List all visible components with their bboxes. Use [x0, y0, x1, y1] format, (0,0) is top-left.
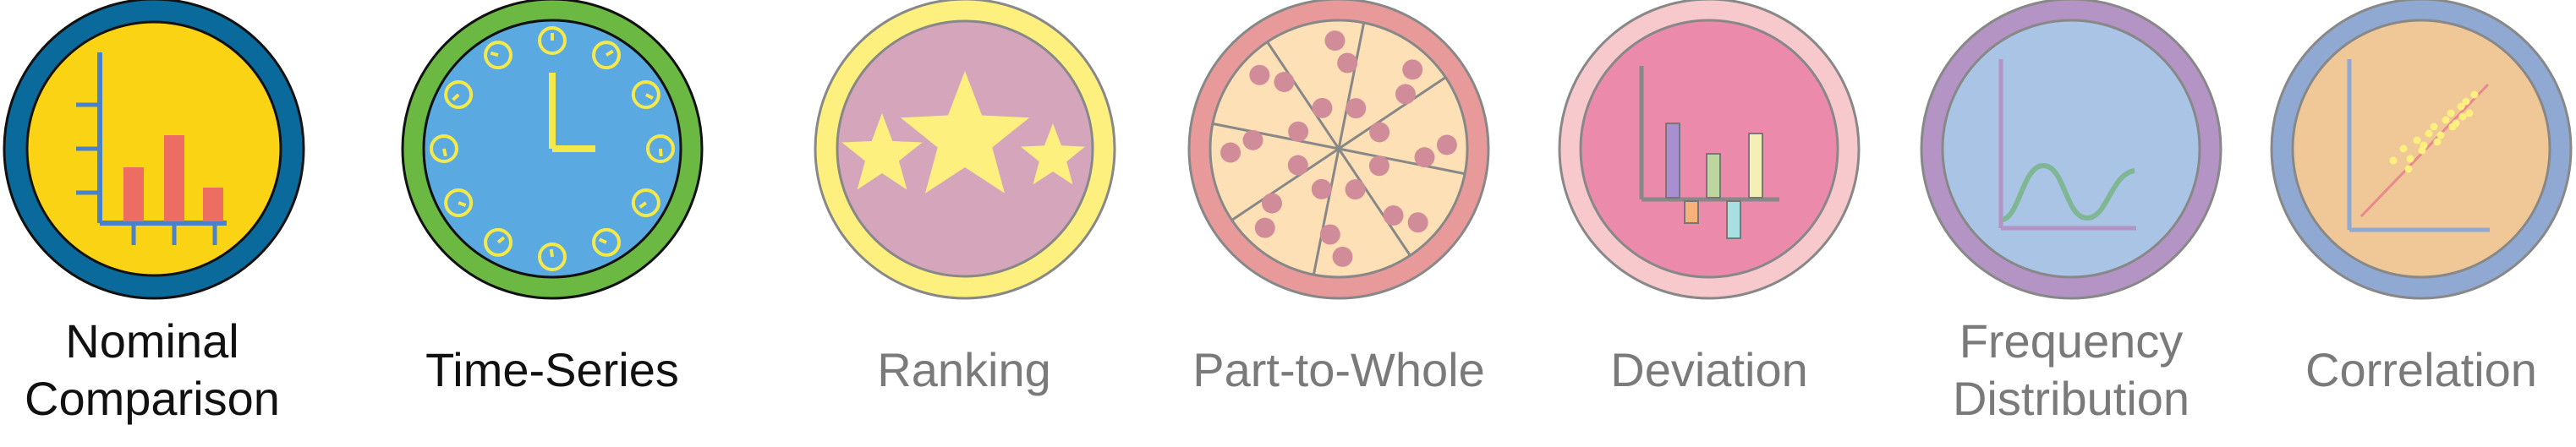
clock-mark-hand — [639, 201, 648, 209]
clock-mark — [631, 188, 660, 217]
scatter-dot — [2433, 138, 2442, 146]
pizza-topping — [1368, 155, 1389, 177]
scatter-dot — [2470, 90, 2479, 99]
nominal-comparison-badge — [0, 0, 313, 313]
pizza-topping — [1436, 134, 1457, 155]
clock-mark-hand — [659, 148, 663, 157]
pizza-topping — [1311, 178, 1332, 199]
scatter-plot-icon — [2270, 0, 2573, 300]
clock-mark — [631, 80, 660, 109]
bar-chart-icon — [3, 0, 305, 300]
pizza-topping — [1414, 147, 1435, 168]
scatter-dot — [2399, 144, 2408, 153]
pizza-topping — [1337, 52, 1358, 74]
clock-mark-hand — [452, 93, 460, 101]
pizza-slice-line — [1337, 22, 1366, 150]
label-ranking: Ranking — [877, 343, 1051, 396]
clock-mark — [646, 134, 675, 163]
clock-mark-hand — [458, 201, 467, 207]
distribution-curve-icon — [1920, 0, 2222, 300]
scatter-dot — [2404, 165, 2413, 173]
pizza-topping — [1332, 246, 1353, 267]
ranking-badge — [808, 0, 1121, 313]
pizza-slice-line — [1337, 148, 1411, 257]
clock-icon — [401, 0, 704, 300]
label-correlation: Correlation — [2305, 343, 2537, 396]
scatter-dot — [2442, 116, 2450, 124]
label-deviation: Deviation — [1610, 343, 1808, 396]
pizza-topping — [1288, 121, 1309, 142]
part-to-whole-badge — [1182, 0, 1495, 313]
pizza-topping — [1249, 64, 1270, 85]
deviation-badge — [1553, 0, 1866, 313]
scatter-dot — [2465, 109, 2474, 117]
pizza-topping — [1407, 212, 1428, 233]
pizza-slice-line — [1312, 148, 1340, 275]
time-series-badge — [397, 0, 710, 313]
pizza-topping — [1383, 204, 1404, 226]
scatter-dot — [2425, 129, 2433, 138]
scatter-dot — [2418, 146, 2426, 155]
scatter-dot — [2457, 102, 2465, 111]
clock-mark — [592, 41, 621, 70]
pizza-topping — [1346, 98, 1367, 119]
pizza-topping — [1402, 59, 1423, 80]
scatter-dot — [2389, 156, 2398, 165]
label-frequency-distribution: Frequency Distribution — [1952, 314, 2190, 425]
clock-mark — [430, 134, 458, 163]
stars-icon — [814, 0, 1116, 300]
pizza-topping — [1262, 193, 1283, 214]
pizza-topping — [1220, 142, 1241, 163]
pizza-topping — [1287, 155, 1308, 176]
pizza-topping — [1319, 224, 1340, 245]
clock-mark-hand — [598, 237, 607, 244]
clock-mark — [538, 26, 567, 55]
scatter-dot — [2447, 109, 2455, 117]
pizza-slice-line — [1266, 41, 1340, 150]
clock-mark — [444, 80, 474, 109]
scatter-dot — [2448, 123, 2457, 131]
pizza-topping — [1324, 30, 1346, 52]
pizza-topping — [1312, 97, 1333, 118]
label-nominal-comparison: Nominal Comparison — [25, 314, 280, 425]
pizza-topping — [1345, 179, 1366, 200]
scatter-dot — [2406, 155, 2414, 163]
pizza-topping — [1395, 84, 1416, 105]
clock-mark — [592, 227, 621, 257]
clock-mark-hand — [442, 148, 447, 157]
label-time-series: Time-Series — [425, 343, 679, 396]
clock-mark — [444, 188, 474, 217]
scatter-dot — [2413, 136, 2421, 144]
pizza-topping — [1242, 129, 1263, 150]
clock-mark-hand — [496, 236, 506, 244]
pizza-topping — [1274, 72, 1295, 93]
clock-mark-hand — [644, 93, 654, 100]
scatter-dot — [2436, 131, 2445, 139]
pizza-slice-line — [1338, 147, 1466, 176]
pizza-topping — [1254, 217, 1275, 238]
pizza-icon — [1187, 0, 1490, 300]
label-part-to-whole: Part-to-Whole — [1192, 343, 1485, 396]
clock-mark-hand — [549, 248, 554, 258]
clock-mark — [538, 243, 567, 271]
scatter-dot — [2458, 112, 2467, 121]
pizza-slice-line — [1338, 76, 1447, 150]
clock-mark — [484, 227, 512, 257]
scatter-dot — [2430, 123, 2438, 131]
clock-mark — [484, 41, 512, 70]
scatter-dot — [2462, 97, 2470, 106]
clock-mark-hand — [605, 49, 614, 57]
clock-mark-hand — [490, 51, 499, 57]
frequency-distribution-badge — [1915, 0, 2228, 313]
pizza-slice-line — [1230, 147, 1340, 221]
deviation-chart-icon — [1558, 0, 1861, 300]
pizza-topping — [1369, 122, 1390, 143]
correlation-badge — [2266, 0, 2576, 313]
pizza-slice-line — [1212, 122, 1340, 150]
